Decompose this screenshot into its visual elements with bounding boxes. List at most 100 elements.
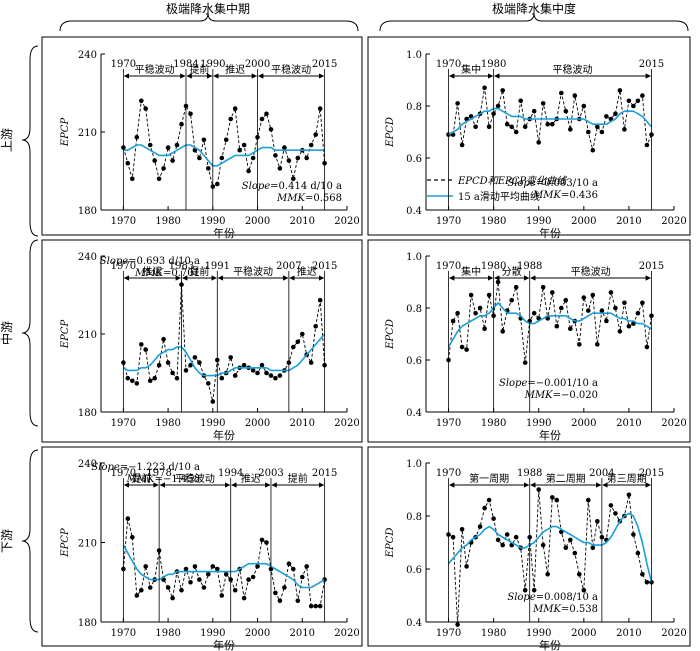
period-boundary-year: 1983 (169, 261, 194, 272)
stat-mmk: MMK=−1.458 (126, 474, 200, 485)
row-label-downstream: 下游 (0, 449, 39, 633)
data-point (188, 580, 193, 585)
data-point (183, 566, 189, 572)
data-point (482, 505, 487, 511)
period-label: 提前 (189, 265, 209, 278)
data-point (486, 292, 492, 298)
data-point (282, 585, 287, 590)
period-boundary-year: 2003 (258, 468, 283, 479)
period-boundary-year: 1980 (481, 261, 506, 272)
period-boundary-year: 1970 (111, 261, 136, 272)
y-tick-label: 180 (78, 408, 97, 419)
y-axis-label: EPCP (60, 528, 71, 558)
x-tick-label: 1980 (481, 216, 506, 227)
series-observed-line (122, 99, 326, 188)
period-label: 推迟 (241, 472, 261, 485)
data-point (590, 147, 596, 153)
data-point (152, 158, 157, 163)
panels: 180 210 240 1970 1980 1990 2000 2010 2020 年份 EPCP 平… (60, 50, 687, 651)
data-point (304, 564, 310, 569)
data-point (125, 516, 131, 521)
data-point (640, 572, 645, 577)
data-point (455, 310, 460, 316)
data-point (206, 572, 211, 577)
data-point (201, 585, 207, 590)
data-point (295, 155, 301, 161)
data-point (210, 564, 216, 569)
data-point (268, 127, 274, 132)
data-point (577, 342, 582, 347)
data-point (152, 375, 157, 381)
period-label: 平稳波动 (175, 472, 215, 485)
data-point (273, 153, 278, 158)
data-point (495, 279, 501, 285)
column-header-degree: 极端降水集中度 (492, 1, 576, 16)
data-point (192, 564, 198, 569)
panel-frame-upstream-period (41, 36, 363, 236)
column-brace-period (59, 12, 359, 32)
data-point (568, 537, 573, 543)
data-point (559, 305, 564, 311)
y-tick-label: 0.4 (406, 206, 422, 217)
period-label: 平稳波动 (135, 63, 175, 76)
data-point (147, 378, 153, 384)
data-point (241, 595, 247, 601)
period-boundary-year: 2015 (312, 59, 337, 70)
data-point (134, 381, 140, 386)
x-tick-label: 2010 (616, 418, 641, 429)
stat-slope: Slope=0.414 d/10 a (242, 181, 342, 192)
y-tick-label: 1.0 (406, 50, 422, 61)
data-point (250, 574, 256, 580)
panel-frame-midstream-degree (367, 239, 691, 443)
data-point (174, 375, 180, 381)
data-point (459, 344, 465, 350)
data-point (554, 497, 560, 503)
data-point (170, 595, 175, 601)
data-point (197, 577, 202, 582)
data-point (282, 145, 287, 150)
data-point (482, 85, 487, 91)
x-tick-label: 1970 (111, 628, 136, 639)
data-point (241, 362, 247, 368)
data-point (464, 564, 469, 569)
period-label: 提前 (131, 472, 151, 485)
y-tick-label: 240 (78, 459, 97, 470)
data-point (219, 375, 225, 381)
data-point (513, 129, 519, 135)
data-point (255, 564, 260, 569)
data-point (130, 534, 135, 540)
data-point (644, 580, 650, 585)
data-point (291, 344, 296, 350)
data-point (455, 101, 460, 106)
x-tick-label: 2010 (616, 628, 641, 639)
data-point (139, 342, 144, 347)
data-point (317, 106, 323, 111)
data-point (581, 587, 587, 593)
data-point (165, 360, 171, 365)
data-point (572, 93, 578, 98)
x-tick-label: 2000 (571, 216, 596, 227)
data-point (130, 378, 135, 384)
data-point (631, 532, 636, 537)
series-observed-line (448, 281, 652, 363)
stat-slope: Slope=−1.223 d/10 a (91, 462, 200, 473)
x-axis-label: 年份 (213, 428, 235, 442)
data-point (504, 532, 510, 537)
data-point (250, 155, 256, 161)
data-point (134, 593, 140, 598)
data-point (450, 318, 456, 324)
chart-p11: 180 210 240 1970 1980 1990 2000 2010 2020 年份 EPCP 平… (60, 50, 360, 240)
data-point (500, 329, 506, 334)
chart-p31: 180 210 240 1970 1980 1990 2000 2010 2020 年份 EPCP 提… (60, 459, 360, 651)
stat-mmk: MMK=0.701 (134, 268, 200, 279)
period-label: 推迟 (142, 265, 162, 278)
data-point (246, 577, 251, 582)
period-boundary-year: 2015 (639, 59, 664, 70)
chart-p12: 0.4 0.6 0.8 1.0 1970 1980 1990 2000 2010 2020 年份 EP… (385, 50, 687, 240)
x-tick-label: 1970 (111, 216, 136, 227)
data-point (613, 511, 618, 516)
y-tick-label: 1.0 (406, 459, 422, 470)
data-point (586, 497, 591, 503)
x-axis-label: 年份 (213, 226, 235, 240)
